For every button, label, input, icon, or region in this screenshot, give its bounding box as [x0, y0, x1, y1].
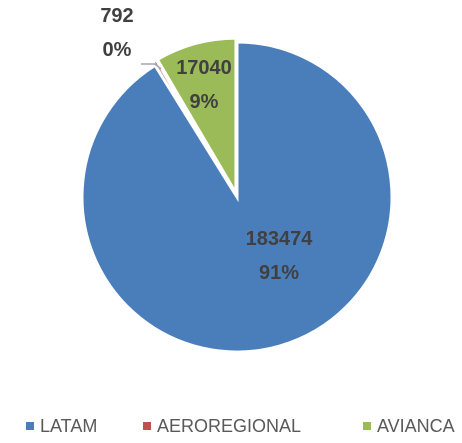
legend-swatch-1: [143, 422, 151, 430]
pie-slice-avianca: [155, 36, 238, 199]
legend: LATAM AEROREGIONAL AVIANCA: [26, 416, 455, 436]
legend-swatch-0: [26, 422, 34, 430]
data-label-percent-1: 0%: [103, 39, 132, 61]
leader-lines: [141, 63, 162, 70]
legend-swatch-2: [363, 422, 371, 430]
leader-line-aero-regional: [141, 63, 162, 70]
pie-slices: [80, 36, 394, 354]
data-label-percent-0: 91%: [259, 262, 299, 284]
data-labels: 183474 91% 792 0% 17040 9%: [100, 5, 313, 284]
data-label-value-2: 17040: [176, 57, 232, 79]
legend-label-1: AEROREGIONAL: [157, 416, 301, 436]
data-label-value-1: 792: [100, 5, 133, 27]
data-label-percent-2: 9%: [190, 91, 219, 113]
legend-label-0: LATAM: [40, 416, 97, 436]
legend-label-2: AVIANCA: [377, 416, 455, 436]
data-label-value-0: 183474: [246, 228, 314, 250]
